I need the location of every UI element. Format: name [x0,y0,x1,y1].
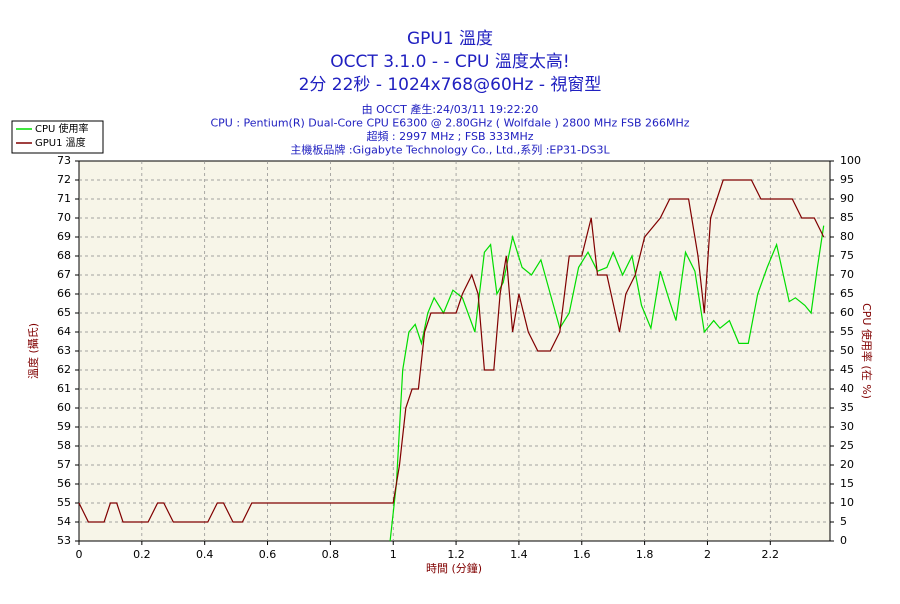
y-tick-label: 55 [57,496,71,509]
y2-tick-label: 60 [840,306,854,319]
chart-title: GPU1 溫度 [407,29,493,49]
y-tick-label: 64 [57,325,71,338]
y2-tick-label: 5 [840,515,847,528]
y2-tick-label: 75 [840,249,854,262]
y-tick-label: 54 [57,515,71,528]
chart-subtitle: 超頻 : 2997 MHz ; FSB 333MHz [366,129,533,143]
y2-tick-label: 45 [840,363,854,376]
y-tick-label: 71 [57,192,71,205]
x-tick-label: 0.4 [196,548,214,561]
y-tick-label: 72 [57,173,71,186]
legend-label: CPU 使用率 [35,122,89,135]
x-tick-label: 0.6 [259,548,277,561]
y-tick-label: 58 [57,439,71,452]
y2-tick-label: 80 [840,230,854,243]
y2-tick-label: 55 [840,325,854,338]
chart-title: OCCT 3.1.0 - - CPU 溫度太高! [330,52,569,72]
y-tick-label: 57 [57,458,71,471]
legend-box [11,120,104,154]
x-tick-label: 0.8 [322,548,340,561]
y2-tick-label: 15 [840,477,854,490]
y-tick-label: 53 [57,534,71,547]
x-tick-label: 1.4 [510,548,528,561]
y2-tick-label: 50 [840,344,854,357]
x-tick-label: 0 [76,548,83,561]
y-tick-label: 63 [57,344,71,357]
chart-subtitle: 由 OCCT 產生:24/03/11 19:22:20 [362,102,539,116]
y2-tick-label: 25 [840,439,854,452]
y2-tick-label: 30 [840,420,854,433]
y-tick-label: 69 [57,230,71,243]
y-tick-label: 59 [57,420,71,433]
y-tick-label: 73 [57,154,71,167]
y2-tick-label: 70 [840,268,854,281]
chart-title: 2分 22秒 - 1024x768@60Hz - 視窗型 [299,75,602,95]
x-tick-label: 2 [704,548,711,561]
y2-tick-label: 20 [840,458,854,471]
chart-subtitle: CPU : Pentium(R) Dual-Core CPU E6300 @ 2… [210,117,689,130]
y2-tick-label: 10 [840,496,854,509]
y-tick-label: 66 [57,287,71,300]
legend-label: GPU1 溫度 [35,136,86,149]
y2-tick-label: 35 [840,401,854,414]
y2-axis-label: CPU 使用率 (在 %) [860,303,874,399]
x-tick-label: 1.8 [636,548,654,561]
y-tick-label: 62 [57,363,71,376]
y2-tick-label: 90 [840,192,854,205]
x-tick-label: 1.2 [447,548,465,561]
x-tick-label: 1 [390,548,397,561]
y-tick-label: 68 [57,249,71,262]
y2-tick-label: 85 [840,211,854,224]
y2-tick-label: 40 [840,382,854,395]
y2-tick-label: 0 [840,534,847,547]
x-tick-label: 0.2 [133,548,151,561]
y2-tick-label: 95 [840,173,854,186]
y-tick-label: 70 [57,211,71,224]
y-axis-label: 溫度 (攝氏) [26,323,40,379]
y-tick-label: 60 [57,401,71,414]
x-tick-label: 1.6 [573,548,591,561]
y2-tick-label: 65 [840,287,854,300]
data-line [389,225,825,542]
y-tick-label: 67 [57,268,71,281]
data-line [78,179,825,523]
x-tick-label: 2.2 [762,548,780,561]
y-tick-label: 56 [57,477,71,490]
y-tick-label: 61 [57,382,71,395]
x-axis-label: 時間 (分鐘) [426,561,482,575]
chart-subtitle: 主機板品牌 :Gigabyte Technology Co., Ltd.,系列 … [290,143,610,157]
y2-tick-label: 100 [840,154,861,167]
y-tick-label: 65 [57,306,71,319]
